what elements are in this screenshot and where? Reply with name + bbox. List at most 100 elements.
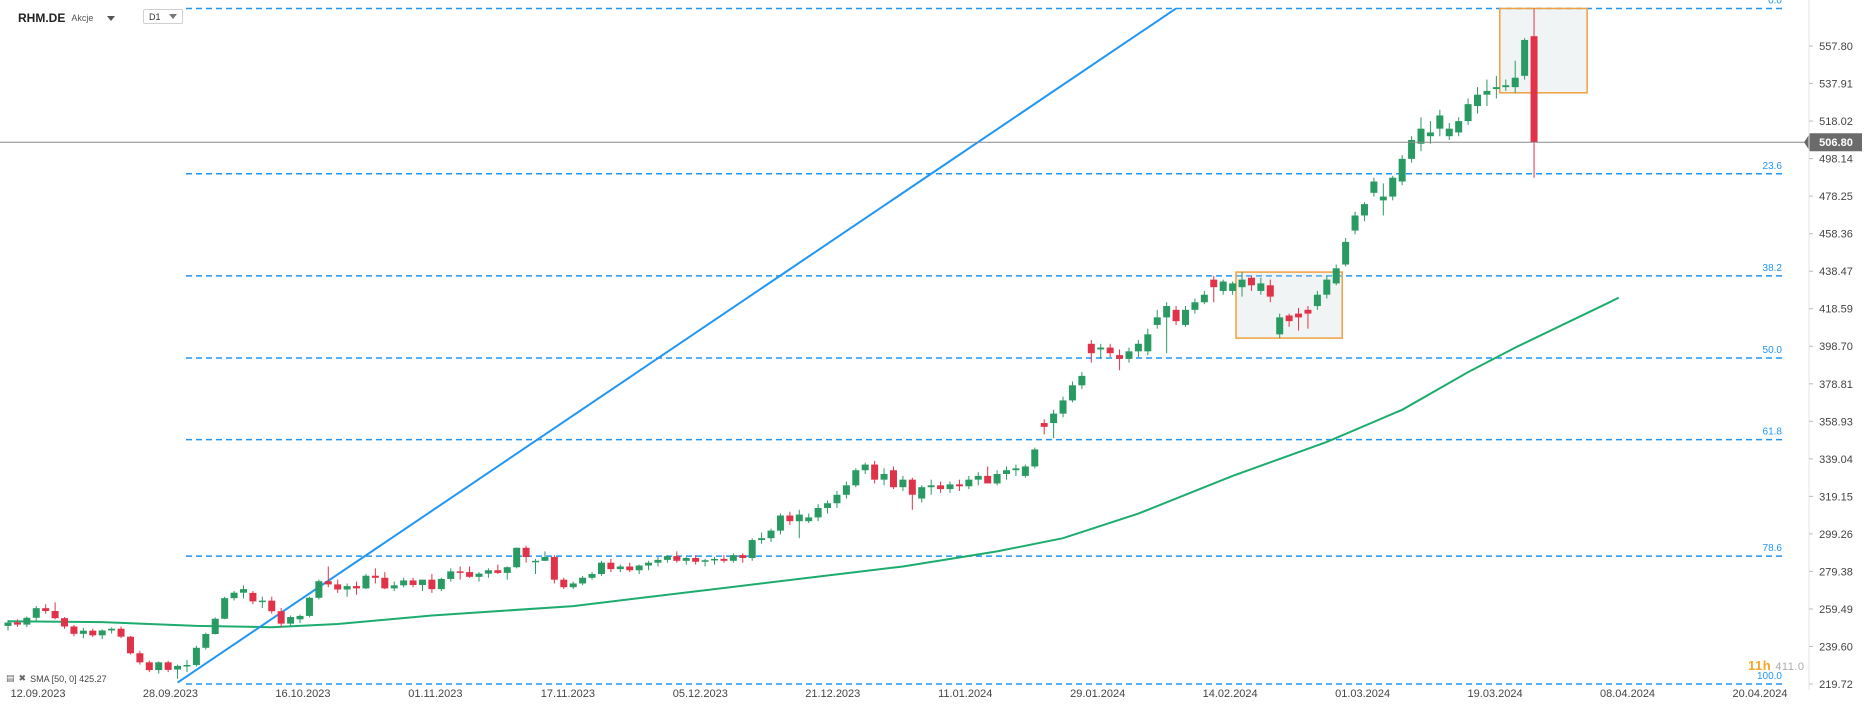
candle-body (466, 572, 474, 577)
candle-body (70, 626, 78, 634)
price-tick-label: 259.49 (1819, 604, 1853, 616)
current-price-line: 506.80 (0, 133, 1862, 152)
candle-body (1502, 85, 1510, 88)
candle (13, 619, 21, 627)
brand-extra: 411.0 (1775, 661, 1805, 673)
candle (315, 579, 323, 600)
close-icon[interactable]: ✖ (18, 673, 27, 683)
candle-body (1153, 317, 1161, 325)
settings-icon[interactable]: ▤ (6, 673, 15, 683)
price-axis[interactable]: 557.80 537.91 518.02 498.14 478.25 458.36 438.… (1808, 0, 1853, 691)
candle (729, 553, 737, 563)
candle-body (353, 586, 361, 589)
candle (466, 566, 474, 578)
candle (1163, 302, 1171, 354)
candle (1219, 279, 1227, 295)
date-tick-label: 12.09.2023 (10, 688, 65, 700)
candle (353, 581, 361, 595)
candle (240, 585, 247, 599)
candle-body (1031, 449, 1039, 467)
candle-body (1511, 77, 1519, 88)
candle (1050, 409, 1058, 439)
fib-level-label: 61.8 (1763, 427, 1783, 438)
candle (42, 604, 50, 614)
candle-body (494, 570, 502, 573)
candle (98, 629, 106, 640)
candle-body (1445, 128, 1453, 137)
candle (183, 659, 191, 673)
candle-body (1426, 132, 1434, 137)
candle (786, 511, 794, 525)
candle-body (145, 662, 153, 671)
candle (145, 660, 153, 673)
candle-body (1172, 309, 1180, 322)
candle (1483, 79, 1491, 107)
candle (880, 468, 888, 486)
date-tick-label: 19.03.2024 (1468, 688, 1523, 700)
candle-body (315, 581, 323, 598)
candle-body (645, 562, 653, 566)
chevron-down-icon (169, 14, 177, 19)
candle-body (164, 662, 172, 670)
candle (1144, 328, 1152, 356)
candle (550, 555, 558, 584)
candle (1521, 38, 1529, 80)
candle (965, 475, 973, 490)
candle-body (1379, 196, 1387, 201)
date-tick-label: 05.12.2023 (673, 688, 728, 700)
candle-body (522, 547, 530, 558)
candle (1031, 447, 1039, 469)
current-price-tag (1804, 133, 1862, 152)
candle-body (136, 653, 144, 663)
candle (343, 583, 351, 597)
candle-body (1351, 215, 1359, 231)
candle (955, 479, 963, 491)
candle (513, 547, 521, 569)
symbol-selector[interactable]: RHM.DE Akcje (18, 10, 116, 26)
price-tick-label: 438.47 (1819, 266, 1853, 278)
candle (682, 557, 690, 565)
price-tick-label: 398.70 (1819, 341, 1853, 353)
candle-body (1257, 283, 1265, 291)
candle-body (117, 628, 125, 637)
candle (1370, 177, 1378, 197)
candle-body (249, 592, 257, 602)
candle-body (192, 647, 200, 665)
candle (79, 627, 87, 639)
candle (711, 557, 718, 565)
candle-body (1144, 334, 1152, 352)
candle (588, 572, 596, 580)
indicator-legend[interactable]: ▤ ✖ SMA [50, 0] 425.27 (6, 673, 107, 684)
candle (1210, 275, 1218, 303)
chevron-down-icon[interactable] (107, 15, 116, 21)
time-axis[interactable]: 12.09.2023 28.09.2023 16.10.2023 01.11.2023… (10, 688, 1787, 700)
candle (861, 462, 869, 475)
candle (390, 581, 398, 592)
candle (174, 664, 182, 679)
timeframe-select[interactable]: D1 (143, 9, 183, 24)
date-tick-label: 28.09.2023 (143, 688, 198, 700)
candle (1068, 381, 1076, 403)
candle-body (484, 570, 492, 574)
fib-level-label: 38.2 (1763, 263, 1783, 274)
candle-body (842, 485, 850, 495)
candle-body (343, 586, 351, 590)
candle (1116, 349, 1124, 371)
candle-body (1068, 385, 1076, 401)
candle-body (447, 571, 455, 579)
candle-body (1464, 104, 1472, 122)
candle (918, 485, 926, 503)
candle (155, 661, 163, 674)
candle (569, 581, 577, 590)
candle-body (1003, 470, 1011, 475)
candle (23, 616, 31, 628)
candle-body (786, 515, 794, 522)
candle (89, 628, 97, 638)
candle-body (1097, 347, 1105, 350)
candle (202, 632, 210, 650)
candle (1389, 175, 1397, 201)
candle (1238, 272, 1246, 297)
candle (833, 490, 841, 508)
candle (1351, 211, 1359, 235)
